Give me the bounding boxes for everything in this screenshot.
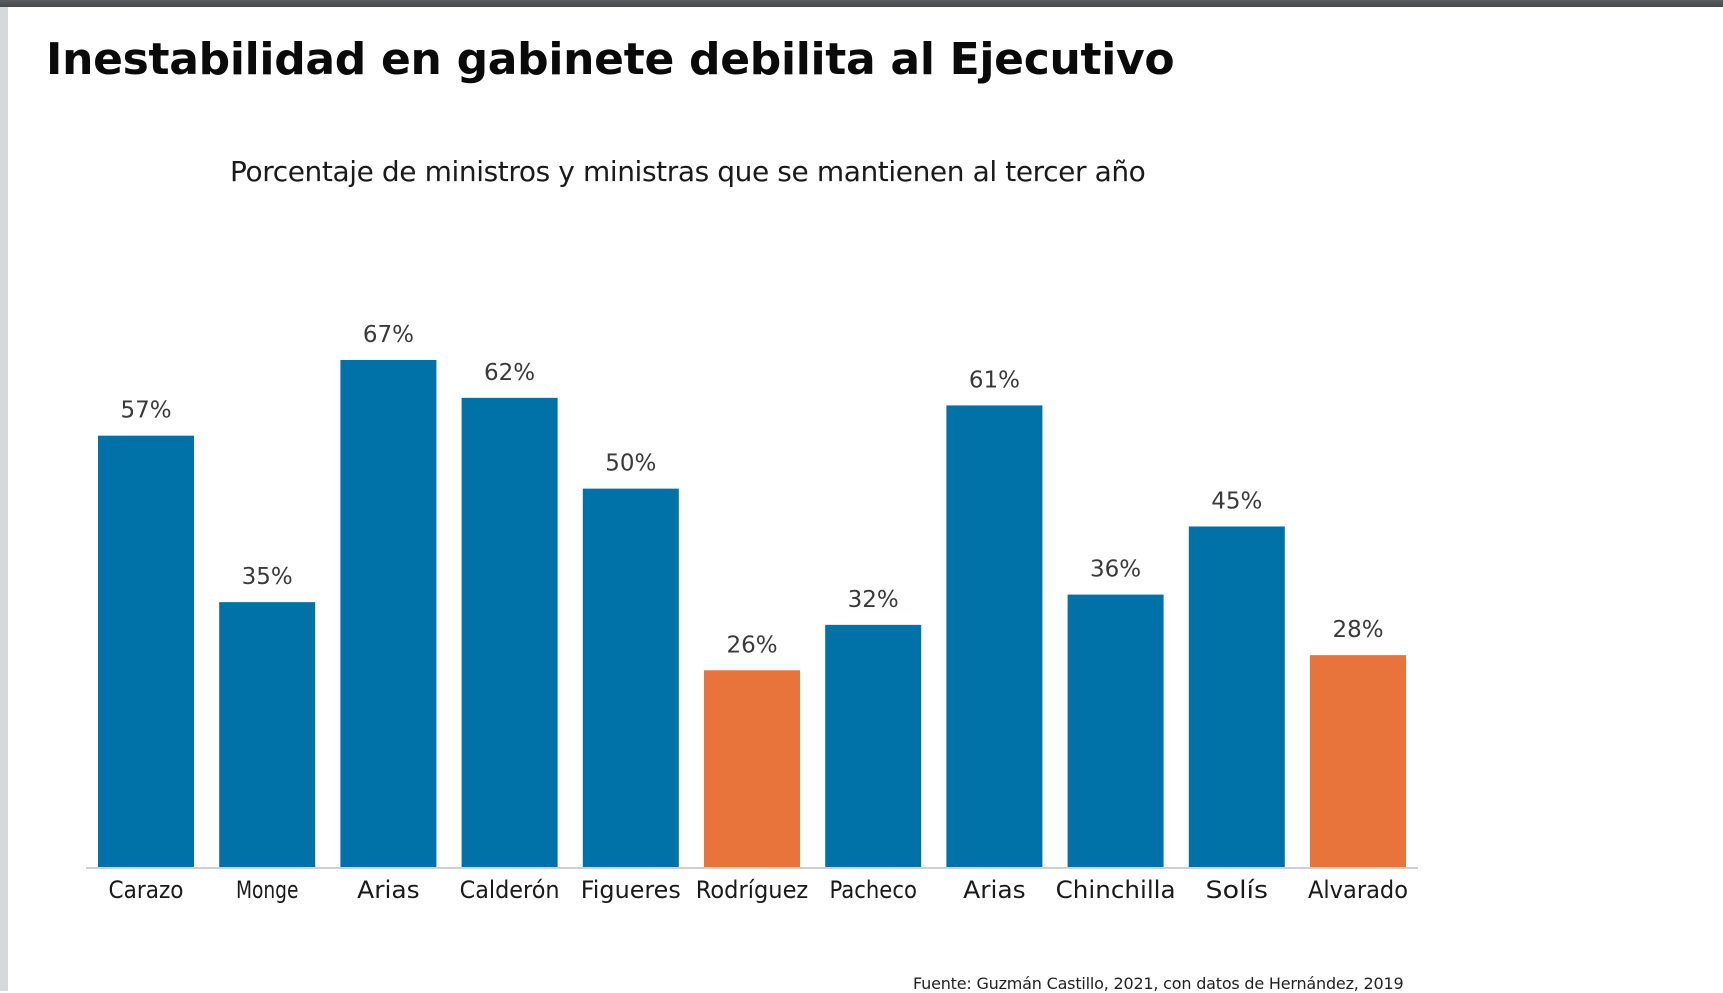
- value-label: 57%: [120, 398, 171, 424]
- bar-5: [582, 488, 679, 867]
- bar-10: [1188, 526, 1285, 867]
- source-note: Fuente: Guzmán Castillo, 2021, con datos…: [913, 974, 1404, 993]
- bar-2: [219, 602, 316, 867]
- value-label: 45%: [1211, 488, 1262, 514]
- value-label: 61%: [969, 367, 1020, 393]
- value-label: 26%: [726, 632, 777, 658]
- value-label: 62%: [484, 360, 535, 386]
- category-label: Pacheco: [829, 876, 917, 904]
- category-labels-group: Carazo Monge Arias Calderón Figueres Rodrígue…: [109, 876, 1409, 904]
- left-edge-strip: [0, 7, 8, 991]
- bar-1: [98, 435, 194, 867]
- category-label: Rodríguez: [696, 876, 809, 904]
- category-label: Calderón: [460, 876, 560, 904]
- category-label: Alvarado: [1308, 876, 1408, 904]
- page-title: Inestabilidad en gabinete debilita al Ej…: [46, 34, 1175, 85]
- bar-7: [825, 624, 922, 867]
- category-label: Monge: [236, 876, 299, 904]
- bars-group: [98, 360, 1406, 867]
- category-label: Figueres: [581, 876, 681, 904]
- value-label: 67%: [363, 322, 414, 348]
- chart-title: Porcentaje de ministros y ministras que …: [230, 155, 1146, 188]
- value-label: 32%: [848, 587, 899, 613]
- value-label: 28%: [1332, 617, 1383, 643]
- category-label: Solís: [1206, 876, 1269, 904]
- category-label: Carazo: [109, 876, 184, 904]
- category-label: Chinchilla: [1056, 876, 1176, 904]
- bar-8: [946, 405, 1043, 867]
- value-labels-group: 57% 35% 67% 62% 50% 26% 32% 61% 36% 45% 28%: [120, 322, 1383, 658]
- value-label: 36%: [1090, 557, 1141, 583]
- value-label: 50%: [605, 451, 656, 477]
- bar-11: [1310, 655, 1406, 867]
- bar-6: [704, 670, 800, 867]
- bar-9: [1067, 594, 1164, 867]
- top-bar: [0, 0, 1723, 7]
- bar-4: [461, 397, 558, 867]
- category-label: Arias: [357, 876, 420, 904]
- category-label: Arias: [963, 876, 1026, 904]
- bar-3: [340, 360, 437, 867]
- value-label: 35%: [242, 564, 293, 590]
